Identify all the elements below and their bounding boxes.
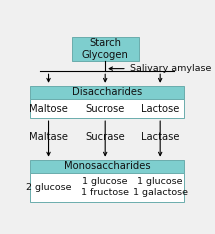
Text: 1 glucose
1 fructose: 1 glucose 1 fructose: [81, 177, 129, 197]
FancyBboxPatch shape: [30, 99, 183, 118]
FancyBboxPatch shape: [30, 160, 183, 173]
Text: Sucrose: Sucrose: [86, 104, 125, 114]
Text: Starch
Glycogen: Starch Glycogen: [82, 38, 129, 60]
Text: 2 glucose: 2 glucose: [26, 183, 71, 192]
Text: Salivary amylase: Salivary amylase: [130, 64, 212, 73]
FancyBboxPatch shape: [72, 37, 138, 61]
Text: Disaccharides: Disaccharides: [72, 88, 142, 98]
Text: Lactose: Lactose: [141, 104, 179, 114]
FancyBboxPatch shape: [30, 86, 183, 99]
Text: Sucrase: Sucrase: [85, 132, 125, 142]
Text: 1 glucose
1 galactose: 1 glucose 1 galactose: [133, 177, 188, 197]
Text: Maltose: Maltose: [29, 104, 68, 114]
Text: Maltase: Maltase: [29, 132, 68, 142]
Text: Lactase: Lactase: [141, 132, 180, 142]
Text: Monosaccharides: Monosaccharides: [64, 161, 150, 171]
FancyBboxPatch shape: [30, 173, 183, 202]
